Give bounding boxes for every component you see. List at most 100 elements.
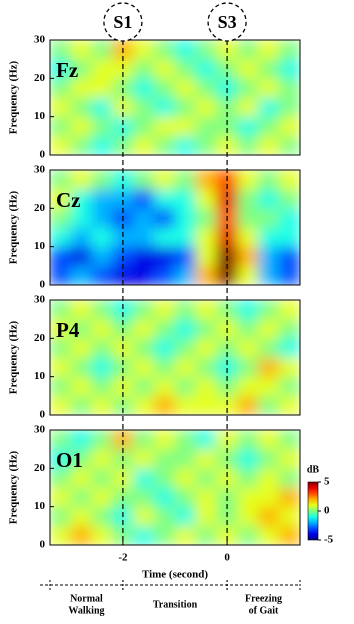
cell bbox=[195, 78, 217, 98]
cell bbox=[174, 338, 197, 358]
cell bbox=[70, 468, 92, 488]
cell bbox=[153, 487, 176, 507]
cell bbox=[112, 525, 134, 545]
cell bbox=[278, 448, 300, 469]
cell bbox=[91, 338, 113, 358]
cell bbox=[278, 395, 300, 415]
y-tick-label: 20 bbox=[34, 72, 46, 84]
cell bbox=[174, 357, 197, 377]
cell bbox=[153, 97, 176, 117]
cell bbox=[70, 116, 92, 137]
cell bbox=[195, 170, 217, 190]
cell bbox=[133, 357, 155, 377]
cell bbox=[174, 97, 197, 117]
cell bbox=[237, 376, 259, 397]
cell bbox=[50, 227, 72, 247]
cell bbox=[112, 188, 134, 209]
cell bbox=[195, 135, 217, 155]
cell bbox=[112, 430, 134, 450]
cell bbox=[174, 58, 197, 79]
cell bbox=[258, 170, 280, 190]
cell bbox=[133, 116, 155, 137]
cell bbox=[174, 376, 197, 397]
cell bbox=[153, 448, 176, 469]
cell bbox=[50, 40, 72, 60]
y-axis-label: Frequency (Hz) bbox=[8, 190, 20, 264]
colorbar bbox=[307, 481, 319, 541]
frame bbox=[49, 429, 301, 546]
cell bbox=[237, 448, 259, 469]
cell bbox=[258, 300, 280, 320]
cell bbox=[195, 487, 217, 507]
y-tick-label: 20 bbox=[34, 202, 46, 214]
cell bbox=[237, 188, 259, 209]
cell bbox=[112, 468, 134, 488]
cell bbox=[258, 357, 280, 377]
cell bbox=[174, 135, 197, 155]
cell bbox=[258, 227, 280, 247]
cell bbox=[70, 170, 92, 190]
heatmap bbox=[50, 300, 300, 415]
cell bbox=[258, 376, 280, 397]
cell bbox=[278, 525, 300, 545]
cell bbox=[50, 525, 72, 545]
cell bbox=[153, 208, 176, 228]
cell bbox=[50, 116, 72, 137]
cell bbox=[278, 300, 300, 320]
cell bbox=[153, 300, 176, 320]
cell bbox=[70, 430, 92, 450]
cell bbox=[174, 78, 197, 98]
cell bbox=[258, 78, 280, 98]
cell bbox=[174, 300, 197, 320]
cell bbox=[237, 506, 259, 527]
cell bbox=[50, 265, 72, 285]
frame bbox=[49, 299, 301, 416]
cell bbox=[174, 170, 197, 190]
cell bbox=[258, 487, 280, 507]
cell bbox=[278, 135, 300, 155]
cell bbox=[237, 395, 259, 415]
cell bbox=[153, 78, 176, 98]
cell bbox=[278, 188, 300, 209]
cell bbox=[70, 97, 92, 117]
cell bbox=[258, 338, 280, 358]
cell bbox=[50, 97, 72, 117]
cell bbox=[237, 265, 259, 285]
cell bbox=[195, 338, 217, 358]
cell bbox=[237, 208, 259, 228]
cell bbox=[112, 395, 134, 415]
cell bbox=[216, 525, 238, 545]
cell bbox=[153, 227, 176, 247]
cell bbox=[50, 300, 72, 320]
cell bbox=[195, 265, 217, 285]
cell bbox=[91, 116, 113, 137]
cell bbox=[133, 40, 155, 60]
cell bbox=[70, 506, 92, 527]
cell bbox=[50, 448, 72, 469]
cell bbox=[258, 97, 280, 117]
cell bbox=[133, 338, 155, 358]
phase-label: of Gait bbox=[249, 605, 279, 616]
y-tick-label: 10 bbox=[34, 370, 46, 382]
cell bbox=[195, 227, 217, 247]
cell bbox=[153, 116, 176, 137]
colorbar-tick-label: -5 bbox=[324, 534, 334, 546]
cell bbox=[174, 487, 197, 507]
cell bbox=[133, 135, 155, 155]
cell bbox=[258, 506, 280, 527]
cell bbox=[50, 338, 72, 358]
cell bbox=[237, 40, 259, 60]
cell bbox=[50, 357, 72, 377]
cell bbox=[153, 188, 176, 209]
cell bbox=[91, 395, 113, 415]
cell bbox=[153, 246, 176, 267]
cell bbox=[70, 318, 92, 339]
cell bbox=[195, 525, 217, 545]
panel-label: P4 bbox=[56, 318, 80, 342]
phase-label: Normal bbox=[70, 593, 103, 604]
cell bbox=[133, 265, 155, 285]
cell bbox=[237, 468, 259, 488]
cell bbox=[91, 188, 113, 209]
cell bbox=[91, 78, 113, 98]
event-circle bbox=[207, 2, 247, 42]
